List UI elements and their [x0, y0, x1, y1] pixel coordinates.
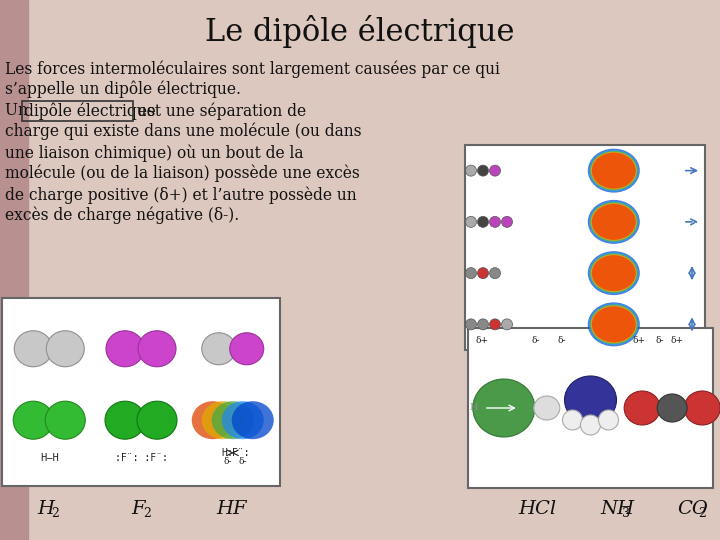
Ellipse shape — [202, 333, 235, 364]
Text: :F̈:: :F̈: — [227, 448, 251, 458]
Ellipse shape — [592, 255, 636, 291]
Ellipse shape — [590, 202, 638, 242]
Ellipse shape — [106, 331, 144, 367]
Ellipse shape — [212, 401, 253, 439]
Text: Un: Un — [5, 102, 32, 119]
Text: :F̈: :F̈:: :F̈: :F̈: — [114, 453, 168, 463]
Text: δ+: δ+ — [475, 336, 488, 345]
Ellipse shape — [589, 201, 639, 243]
Ellipse shape — [564, 376, 616, 424]
Ellipse shape — [202, 401, 244, 439]
Circle shape — [490, 319, 500, 330]
Ellipse shape — [591, 254, 636, 292]
Text: δ+: δ+ — [633, 336, 646, 345]
Circle shape — [502, 319, 513, 330]
Ellipse shape — [624, 391, 660, 425]
Circle shape — [466, 165, 477, 176]
Bar — [468, 328, 713, 488]
Text: CO: CO — [678, 500, 708, 518]
Text: une liaison chimique) où un bout de la: une liaison chimique) où un bout de la — [5, 144, 304, 161]
Ellipse shape — [13, 401, 53, 439]
Circle shape — [466, 319, 477, 330]
Text: δ-: δ- — [532, 336, 540, 345]
Text: δ+: δ+ — [613, 336, 626, 345]
Text: excès de charge négative (δ-).: excès de charge négative (δ-). — [5, 207, 239, 225]
Circle shape — [477, 165, 488, 176]
Text: de charge positive (δ+) et l’autre possède un: de charge positive (δ+) et l’autre possè… — [5, 186, 356, 204]
Text: s’appelle un dipôle électrique.: s’appelle un dipôle électrique. — [5, 81, 241, 98]
Ellipse shape — [684, 391, 720, 425]
Text: δ+: δ+ — [671, 336, 684, 345]
Ellipse shape — [592, 204, 636, 240]
Ellipse shape — [588, 302, 640, 346]
Circle shape — [580, 415, 600, 435]
Ellipse shape — [473, 379, 535, 437]
Ellipse shape — [590, 151, 638, 191]
Text: 3: 3 — [622, 507, 630, 520]
Ellipse shape — [588, 148, 640, 193]
Text: 2: 2 — [143, 507, 151, 520]
Ellipse shape — [590, 253, 638, 293]
Ellipse shape — [592, 306, 636, 342]
Text: F: F — [131, 500, 145, 518]
Text: charge qui existe dans une molécule (ou dans: charge qui existe dans une molécule (ou … — [5, 123, 361, 140]
Ellipse shape — [591, 203, 636, 241]
Circle shape — [477, 319, 488, 330]
Ellipse shape — [45, 401, 85, 439]
Text: HCl: HCl — [518, 500, 556, 518]
Text: H: H — [222, 448, 228, 458]
Ellipse shape — [589, 150, 639, 192]
Bar — [2, 298, 280, 486]
Text: 2: 2 — [698, 507, 706, 520]
Text: δ-: δ- — [223, 457, 232, 467]
Ellipse shape — [138, 331, 176, 367]
Text: molécule (ou de la liaison) possède une excès: molécule (ou de la liaison) possède une … — [5, 165, 360, 183]
Text: 2: 2 — [51, 507, 59, 520]
Text: H: H — [469, 403, 478, 413]
Ellipse shape — [192, 401, 234, 439]
Ellipse shape — [588, 251, 640, 295]
Text: H—H: H—H — [40, 453, 58, 463]
Ellipse shape — [105, 401, 145, 439]
Circle shape — [562, 410, 582, 430]
Ellipse shape — [137, 401, 177, 439]
Ellipse shape — [222, 401, 264, 439]
Text: δ-: δ- — [238, 457, 247, 467]
Circle shape — [490, 217, 500, 227]
Ellipse shape — [230, 333, 264, 364]
Ellipse shape — [589, 252, 639, 294]
Text: Les forces intermoléculaires sont largement causées par ce qui: Les forces intermoléculaires sont largem… — [5, 60, 500, 78]
Ellipse shape — [46, 331, 84, 367]
Ellipse shape — [591, 306, 636, 343]
Text: HF: HF — [217, 500, 247, 518]
Ellipse shape — [14, 331, 53, 367]
Ellipse shape — [588, 200, 640, 244]
Circle shape — [598, 410, 618, 430]
Text: Le dipôle électrique: Le dipôle électrique — [205, 16, 515, 49]
Circle shape — [490, 165, 500, 176]
Circle shape — [490, 268, 500, 279]
Text: est une séparation de: est une séparation de — [133, 102, 306, 119]
Ellipse shape — [592, 153, 636, 188]
Ellipse shape — [590, 305, 638, 345]
Bar — [465, 145, 705, 350]
Text: dipôle électrique: dipôle électrique — [24, 102, 156, 119]
Ellipse shape — [657, 394, 687, 422]
Bar — [0, 0, 28, 540]
Ellipse shape — [232, 401, 274, 439]
Circle shape — [466, 217, 477, 227]
Circle shape — [477, 268, 488, 279]
Text: H: H — [37, 500, 55, 518]
Ellipse shape — [534, 396, 560, 420]
Text: δ-: δ- — [557, 336, 566, 345]
Ellipse shape — [591, 152, 636, 190]
Circle shape — [502, 217, 513, 227]
Circle shape — [477, 217, 488, 227]
Text: NH: NH — [600, 500, 634, 518]
Text: δ-: δ- — [655, 336, 664, 345]
Ellipse shape — [589, 303, 639, 346]
Circle shape — [466, 268, 477, 279]
